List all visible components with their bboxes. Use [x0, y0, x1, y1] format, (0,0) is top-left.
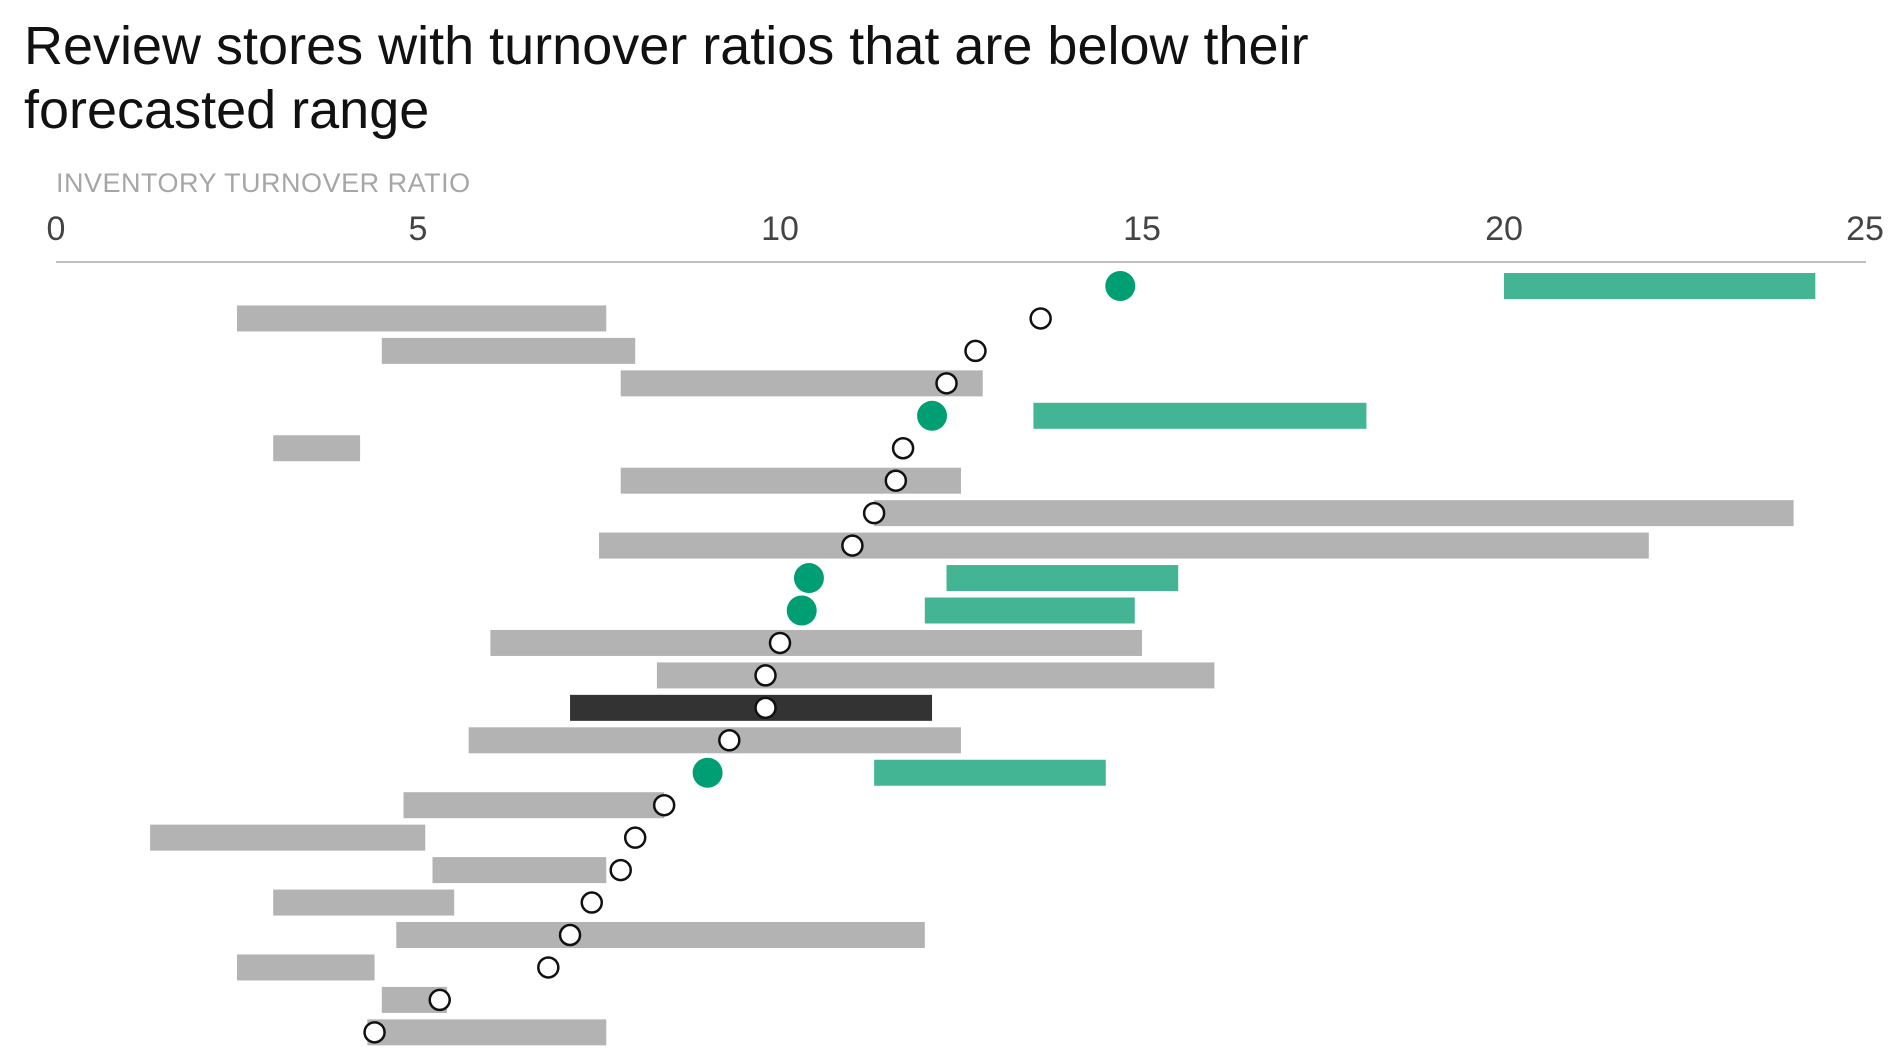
actual-value-dot [841, 534, 864, 557]
forecast-range-bar [403, 792, 665, 819]
actual-value-dot [935, 372, 958, 395]
forecast-range-bar [396, 922, 925, 948]
forecast-range-bar [874, 759, 1106, 786]
chart-title: Review stores with turnover ratios that … [24, 16, 1309, 140]
forecast-range-bar [381, 337, 636, 364]
forecast-range-bar [273, 435, 361, 462]
forecast-range-bar [924, 597, 1135, 624]
x-tick-label: 15 [1123, 210, 1161, 248]
forecast-range-bar [237, 305, 607, 332]
x-axis-title: INVENTORY TURNOVER RATIO [56, 168, 471, 198]
actual-value-dot [754, 696, 777, 720]
forecast-ranges [150, 273, 1816, 1046]
actual-value-dot [891, 437, 915, 460]
actual-value-dot [558, 923, 582, 947]
below-range-dot [692, 757, 723, 788]
forecast-range-bar [570, 694, 933, 721]
forecast-range-bar [432, 857, 607, 884]
actual-value-dot [718, 729, 741, 752]
forecast-range-bar [620, 467, 961, 494]
actual-dots [363, 271, 1136, 1044]
forecast-range-bar [620, 370, 983, 397]
forecast-range-bar [946, 565, 1179, 592]
x-axis-ticks: 0 5 10 15 20 25 [47, 210, 1884, 248]
actual-value-dot [580, 891, 604, 914]
forecast-range-bar [874, 500, 1794, 527]
actual-value-dot [428, 988, 451, 1012]
actual-value-dot [623, 826, 647, 849]
actual-value-dot [537, 956, 560, 979]
forecast-range-bar [599, 532, 1649, 559]
below-range-dot [786, 595, 817, 626]
forecast-range-bar [468, 727, 961, 754]
actual-value-dot [363, 1021, 386, 1044]
actual-value-dot [964, 339, 987, 363]
forecast-range-bar [150, 824, 426, 851]
actual-value-dot [652, 793, 676, 817]
x-tick-label: 10 [761, 210, 799, 248]
actual-value-dot [754, 664, 777, 687]
below-range-dot [1105, 271, 1136, 301]
forecast-range-bar [1504, 273, 1816, 299]
x-tick-label: 0 [47, 210, 66, 248]
forecast-range-bar [1033, 402, 1367, 429]
forecast-range-bar [273, 889, 455, 916]
actual-value-dot [768, 631, 792, 655]
forecast-range-bar [367, 1019, 607, 1046]
x-tick-label: 5 [409, 210, 428, 248]
actual-value-dot [884, 469, 908, 492]
forecast-range-bar [490, 629, 1142, 656]
below-range-dot [917, 400, 948, 431]
forecast-range-bar [656, 662, 1215, 689]
forecast-range-bar [237, 954, 375, 981]
actual-value-dot [609, 858, 632, 882]
actual-value-dot [1029, 307, 1052, 330]
x-tick-label: 25 [1846, 210, 1884, 248]
below-range-dot [793, 563, 824, 594]
actual-value-dot [862, 501, 886, 525]
x-tick-label: 20 [1485, 210, 1523, 248]
